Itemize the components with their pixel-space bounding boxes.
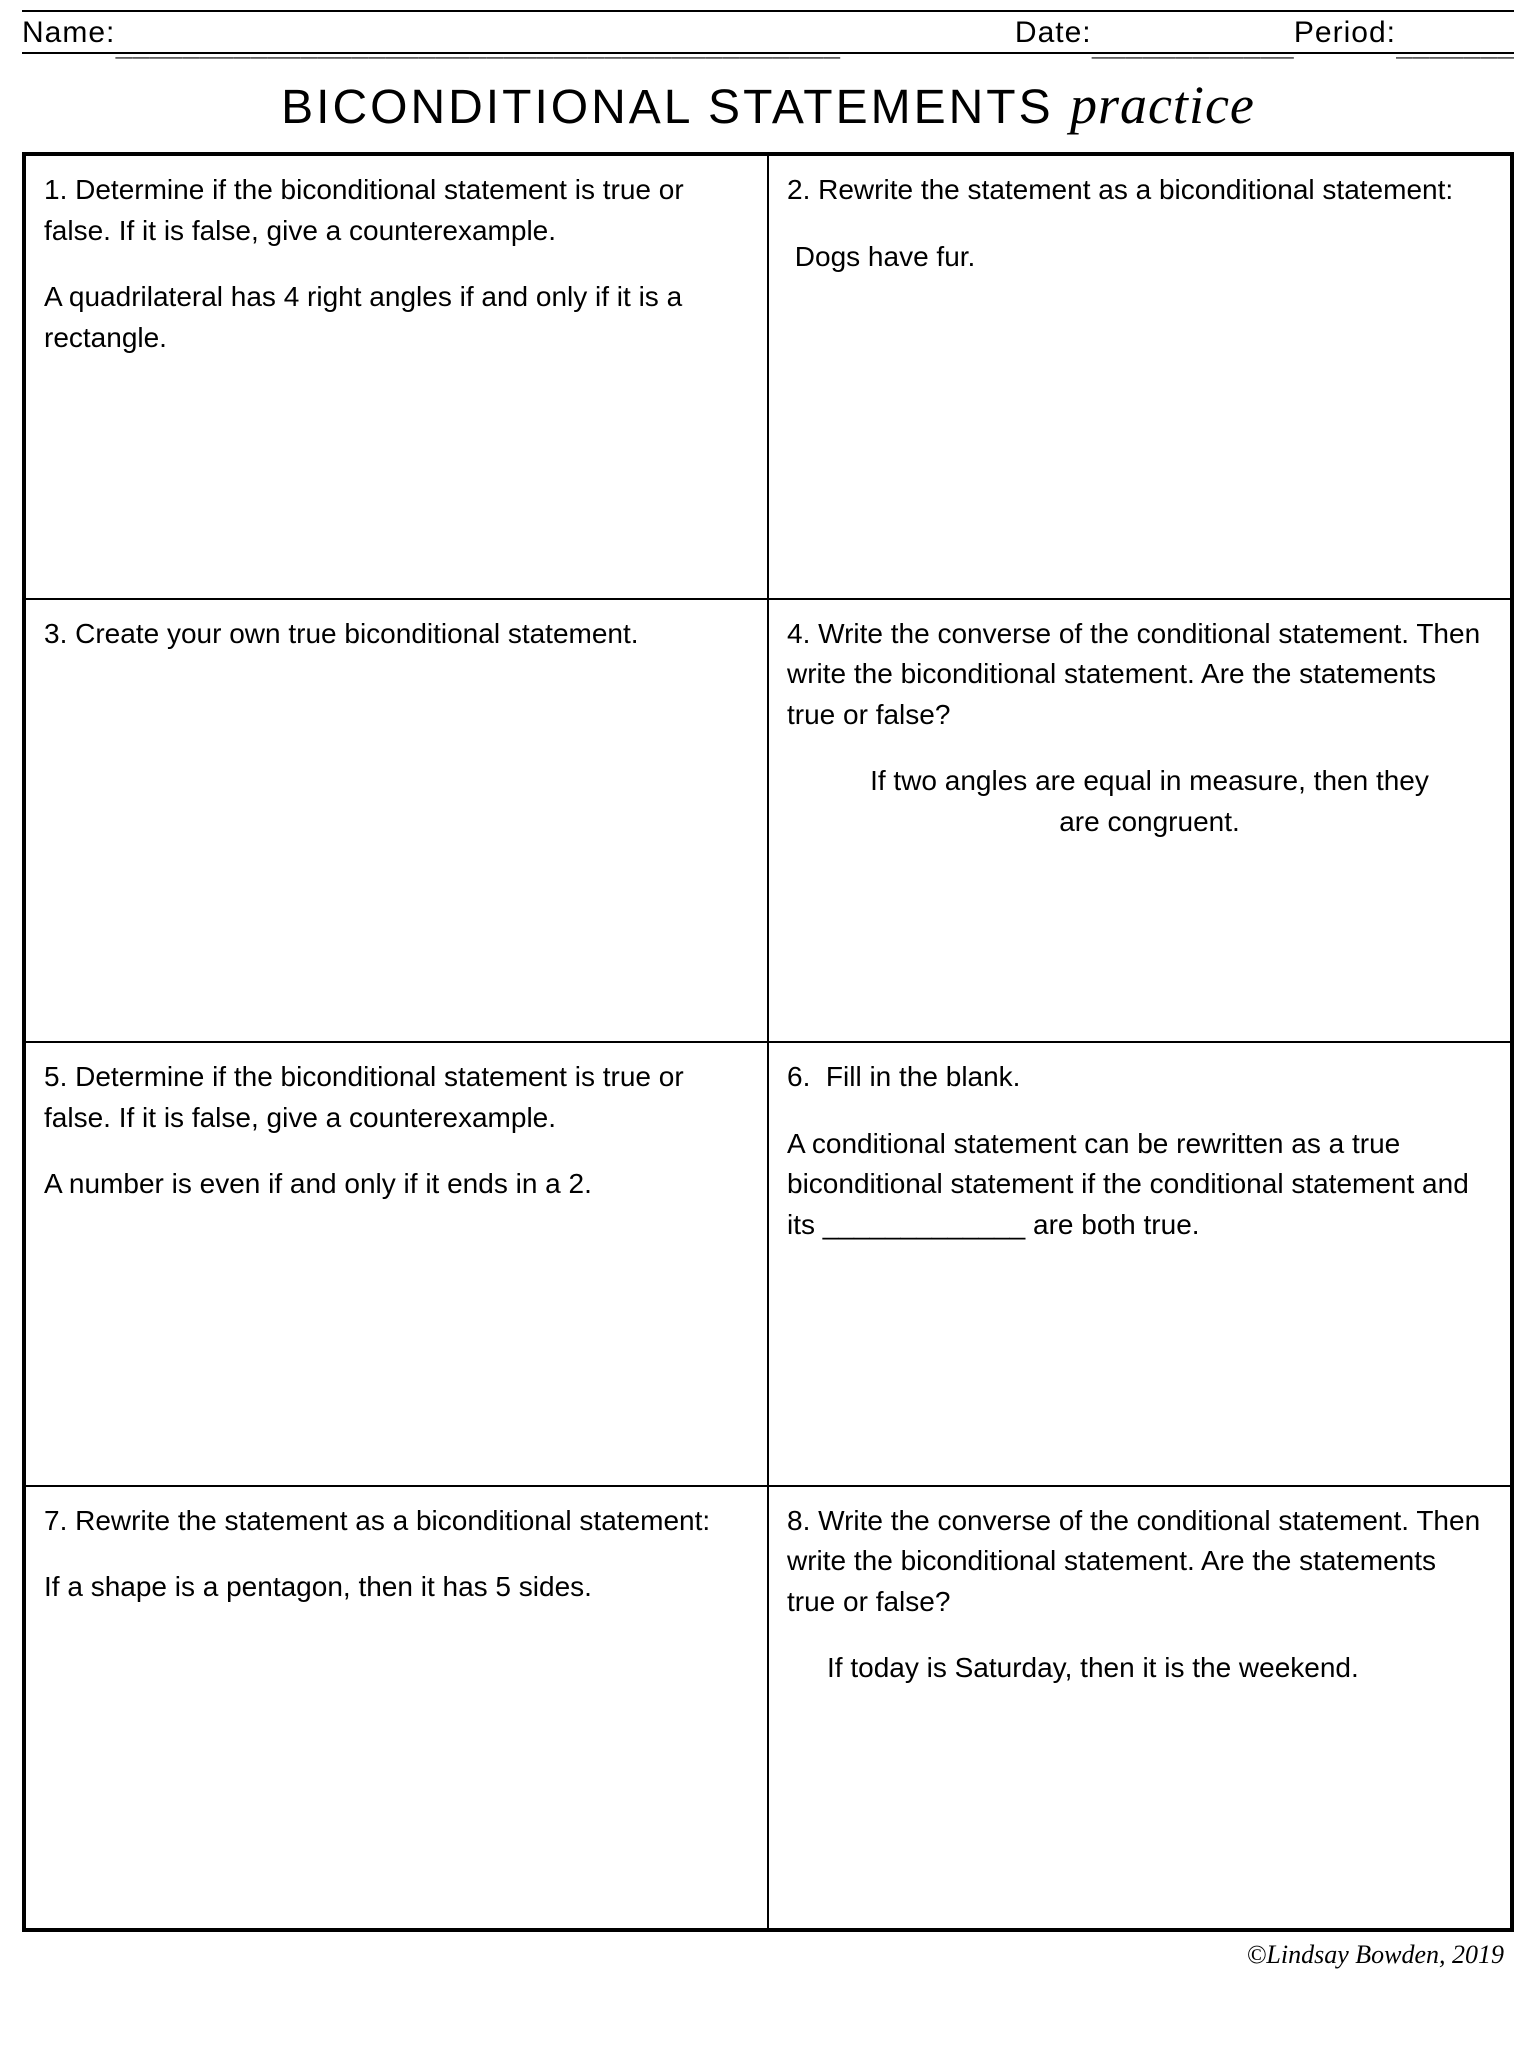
period-label: Period: xyxy=(1294,16,1396,50)
period-field[interactable]: Period: _______ xyxy=(1294,16,1514,50)
q1-body: A quadrilateral has 4 right angles if an… xyxy=(44,277,749,358)
date-label: Date: xyxy=(1015,16,1092,50)
date-field[interactable]: Date: ____________ xyxy=(1015,16,1294,50)
q3-prompt: 3. Create your own true biconditional st… xyxy=(44,614,749,655)
q2-prompt: 2. Rewrite the statement as a biconditio… xyxy=(787,170,1492,211)
period-blank[interactable]: _______ xyxy=(1396,33,1514,53)
cell-8: 8. Write the converse of the conditional… xyxy=(768,1486,1511,1930)
cell-1: 1. Determine if the biconditional statem… xyxy=(25,155,768,599)
copyright-footer: ©Lindsay Bowden, 2019 xyxy=(22,1932,1514,1970)
cell-7: 7. Rewrite the statement as a biconditio… xyxy=(25,1486,768,1930)
question-grid: 1. Determine if the biconditional statem… xyxy=(22,152,1514,1932)
q6-body: A conditional statement can be rewritten… xyxy=(787,1124,1492,1246)
name-blank[interactable]: ________________________________________… xyxy=(115,33,840,53)
cell-2: 2. Rewrite the statement as a biconditio… xyxy=(768,155,1511,599)
q8-prompt: 8. Write the converse of the conditional… xyxy=(787,1501,1492,1623)
q4-prompt: 4. Write the converse of the conditional… xyxy=(787,614,1492,736)
cell-5: 5. Determine if the biconditional statem… xyxy=(25,1042,768,1486)
title-script: practice xyxy=(1070,75,1255,135)
q6-prompt: 6. Fill in the blank. xyxy=(787,1057,1492,1098)
title-main: BICONDITIONAL STATEMENTS xyxy=(281,81,1054,134)
header-bar: Name: __________________________________… xyxy=(22,10,1514,54)
worksheet-title: BICONDITIONAL STATEMENTS practice xyxy=(22,54,1514,152)
q8-body: If today is Saturday, then it is the wee… xyxy=(787,1648,1492,1689)
cell-3: 3. Create your own true biconditional st… xyxy=(25,599,768,1043)
q7-body: If a shape is a pentagon, then it has 5 … xyxy=(44,1567,749,1608)
q7-prompt: 7. Rewrite the statement as a biconditio… xyxy=(44,1501,749,1542)
q5-body: A number is even if and only if it ends … xyxy=(44,1164,749,1205)
q4-body: If two angles are equal in measure, then… xyxy=(787,761,1492,842)
name-label: Name: xyxy=(22,16,115,50)
name-field[interactable]: Name: __________________________________… xyxy=(22,16,840,50)
cell-4: 4. Write the converse of the conditional… xyxy=(768,599,1511,1043)
q2-body: Dogs have fur. xyxy=(787,237,1492,278)
q1-prompt: 1. Determine if the biconditional statem… xyxy=(44,170,749,251)
cell-6: 6. Fill in the blank. A conditional stat… xyxy=(768,1042,1511,1486)
q5-prompt: 5. Determine if the biconditional statem… xyxy=(44,1057,749,1138)
date-blank[interactable]: ____________ xyxy=(1092,33,1294,53)
